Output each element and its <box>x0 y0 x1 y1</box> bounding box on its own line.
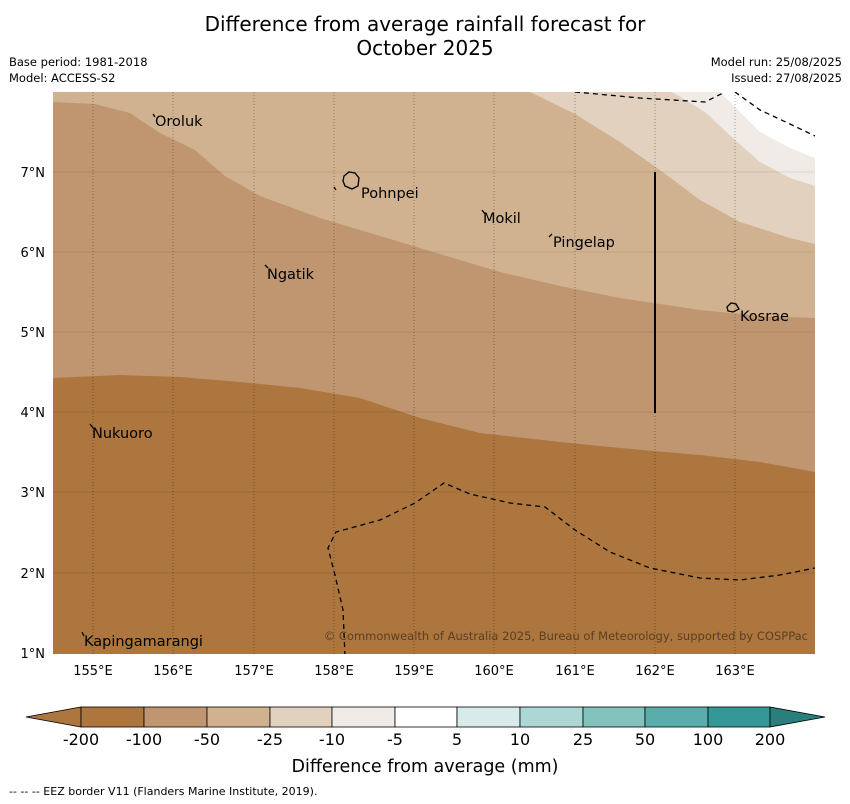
longitude-axis: 155°E 156°E 157°E 158°E 159°E 160°E 161°… <box>73 664 755 679</box>
place-label-pohnpei: Pohnpei <box>361 186 419 202</box>
place-label-oroluk: Oroluk <box>155 114 203 130</box>
colorbar-tick-label: -200 <box>63 730 99 749</box>
lon-tick-label: 157°E <box>234 664 274 679</box>
mokil-atoll <box>481 209 486 215</box>
colorbar-extend-left <box>25 706 82 728</box>
meta-right: Model run: 25/08/2025 Issued: 27/08/2025 <box>711 54 842 86</box>
colorbar-segment <box>143 706 208 728</box>
latitude-axis: 1°N 2°N 3°N 4°N 5°N 6°N 7°N <box>21 166 46 662</box>
colorbar-tick-label: -10 <box>319 730 345 749</box>
place-label-nukuoro: Nukuoro <box>92 426 153 442</box>
pohnpei-outline <box>342 171 360 190</box>
lon-tick-label: 156°E <box>153 664 193 679</box>
lat-tick-label: 3°N <box>21 486 46 501</box>
colorbar-tick-label: -100 <box>126 730 162 749</box>
lon-tick-label: 163°E <box>715 664 755 679</box>
colorbar-tick-label: 5 <box>452 730 462 749</box>
ngatik-atoll <box>264 264 269 269</box>
lon-tick-label: 162°E <box>635 664 675 679</box>
eez-border-northeast <box>734 92 815 137</box>
place-label-kapingamarangi: Kapingamarangi <box>84 634 203 650</box>
lat-tick-label: 7°N <box>21 166 46 181</box>
colorbar-segment <box>269 706 333 728</box>
colorbar-segment <box>456 706 521 728</box>
model-run-text: Model run: 25/08/2025 <box>710 55 842 69</box>
issued-text: Issued: 27/08/2025 <box>731 71 842 85</box>
lat-tick-label: 5°N <box>21 326 46 341</box>
colorbar-segment <box>519 706 584 728</box>
gridlines <box>53 92 815 654</box>
colorbar-segment <box>582 706 646 728</box>
lon-tick-label: 158°E <box>314 664 354 679</box>
colorbar-segment <box>707 706 771 728</box>
colorbar-ticks: -200 -100 -50 -25 -10 -5 5 10 25 50 100 … <box>63 730 785 749</box>
colorbar-extend-right <box>769 706 826 728</box>
rainfall-map: Oroluk Pohnpei Mokil Pingelap Ngatik Kos… <box>21 92 826 777</box>
kapingamarangi-atoll <box>81 631 85 637</box>
map-fill-layers: Oroluk Pohnpei Mokil Pingelap Ngatik Kos… <box>53 92 815 654</box>
oroluk-atoll <box>152 113 156 118</box>
colorbar-tick-label: 50 <box>635 730 655 749</box>
colorbar-tick-label: -50 <box>194 730 220 749</box>
lon-tick-label: 161°E <box>555 664 595 679</box>
colorbar-tick-label: 25 <box>573 730 593 749</box>
eez-border-south <box>327 482 815 654</box>
lat-tick-label: 4°N <box>21 406 46 421</box>
lat-tick-label: 6°N <box>21 246 46 261</box>
colorbar-segment <box>331 706 396 728</box>
colorbar-tick-label: -5 <box>387 730 403 749</box>
colorbar-tick-label: 100 <box>693 730 724 749</box>
base-period-text: Base period: 1981-2018 <box>9 55 148 69</box>
colorbar-tick-label: 10 <box>510 730 530 749</box>
colorbar-segment <box>80 706 145 728</box>
kosrae-outline <box>726 302 740 313</box>
colorbar-tick-label: -25 <box>257 730 283 749</box>
place-label-mokil: Mokil <box>483 211 521 227</box>
eez-footnote: -- -- -- EEZ border V11 (Flanders Marine… <box>9 785 318 798</box>
eez-borders <box>327 92 815 654</box>
title-line-2: October 2025 <box>356 36 494 60</box>
colorbar <box>25 706 826 728</box>
colorbar-label: Difference from average (mm) <box>291 757 558 777</box>
lon-tick-label: 159°E <box>394 664 434 679</box>
lat-tick-label: 1°N <box>21 647 46 662</box>
lon-tick-label: 160°E <box>474 664 514 679</box>
nukuoro-atoll <box>89 423 94 429</box>
place-label-kosrae: Kosrae <box>740 309 789 325</box>
chart-title: Difference from average rainfall forecas… <box>0 12 850 60</box>
meta-left: Base period: 1981-2018 Model: ACCESS-S2 <box>9 54 148 86</box>
islands <box>81 113 740 637</box>
title-line-1: Difference from average rainfall forecas… <box>204 12 646 36</box>
place-label-pingelap: Pingelap <box>553 235 615 251</box>
colorbar-tick-label: 200 <box>755 730 786 749</box>
lat-tick-label: 2°N <box>21 567 46 582</box>
place-label-ngatik: Ngatik <box>267 267 315 283</box>
pohnpei-islet <box>333 186 337 191</box>
pingelap-atoll <box>548 233 553 238</box>
lon-tick-label: 155°E <box>73 664 113 679</box>
colorbar-segment <box>394 706 458 728</box>
region-minus-5-to-5 <box>720 92 815 158</box>
copyright-text: © Commonwealth of Australia 2025, Bureau… <box>324 629 808 643</box>
model-text: Model: ACCESS-S2 <box>9 71 116 85</box>
colorbar-segment <box>206 706 271 728</box>
region-minus-25-to-minus-50 <box>53 92 815 318</box>
colorbar-segment <box>644 706 709 728</box>
